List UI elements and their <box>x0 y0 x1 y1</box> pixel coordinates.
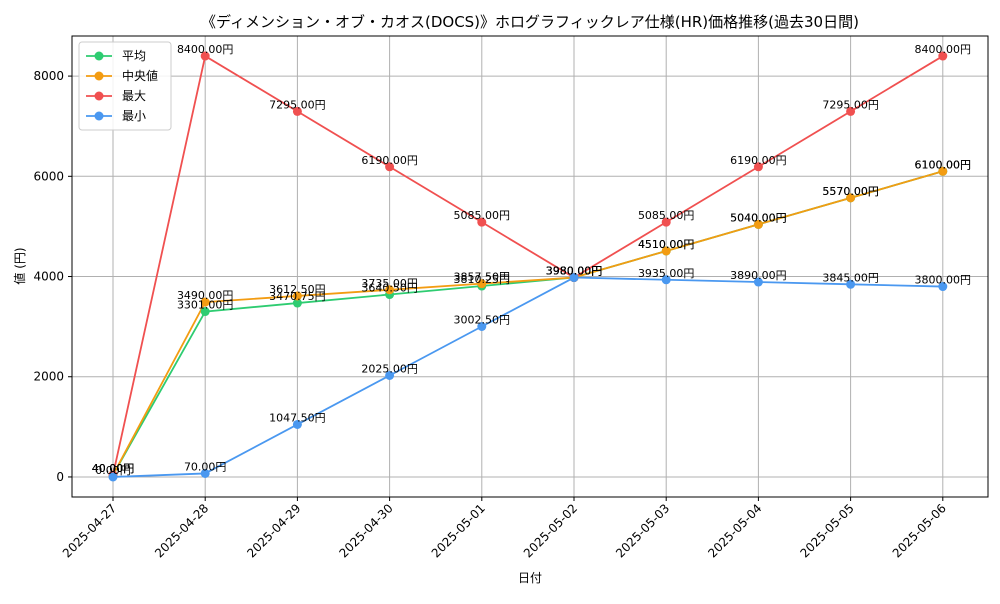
data-label-0: 4510.00円 <box>638 238 695 251</box>
data-label-1: 3612.50円 <box>269 283 326 296</box>
data-point-3 <box>385 370 395 380</box>
data-label-0: 5040.00円 <box>730 211 787 224</box>
data-label-2: 7295.00円 <box>822 98 879 111</box>
data-point-3 <box>292 419 302 429</box>
series-line-2 <box>112 54 944 476</box>
data-point-1 <box>846 193 856 203</box>
data-label-3: 1047.50円 <box>269 411 326 424</box>
data-label-1: 5570.00円 <box>822 185 879 198</box>
data-label-0: 6100.00円 <box>915 158 972 171</box>
data-label-0: 5570.00円 <box>822 185 879 198</box>
data-point-2 <box>938 51 948 61</box>
data-point-3 <box>200 468 210 478</box>
data-point-2 <box>200 51 210 61</box>
data-point-3 <box>661 275 671 285</box>
legend-label: 中央値 <box>122 68 158 83</box>
data-label-2: 8400.00円 <box>177 43 234 56</box>
data-label-3: 3800.00円 <box>915 274 972 287</box>
data-point-1 <box>200 297 210 307</box>
data-label-1: 5040.00円 <box>730 211 787 224</box>
legend-box <box>78 41 172 131</box>
data-label-2: 3980.00円 <box>546 265 603 278</box>
data-label-1: 40.00円 <box>92 462 135 475</box>
data-label-2: 40.00円 <box>92 462 135 475</box>
data-point-0 <box>292 298 302 308</box>
data-label-3: 70.00円 <box>184 460 227 473</box>
data-label-0: 3470.75円 <box>269 290 326 303</box>
y-axis-title: 値 (円) <box>12 247 27 284</box>
data-label-1: 6100.00円 <box>915 158 972 171</box>
data-label-1: 3490.00円 <box>177 289 234 302</box>
plot-frame <box>71 35 989 498</box>
chart-title: 《ディメンション・オブ・カオス(DOCS)》ホログラフィックレア仕様(HR)価格… <box>201 13 859 31</box>
data-point-2 <box>753 162 763 172</box>
data-label-3: 0.00円 <box>95 464 131 477</box>
data-label-1: 3857.50円 <box>454 271 511 284</box>
legend-marker <box>94 111 104 121</box>
data-point-2 <box>292 106 302 116</box>
data-point-3 <box>846 279 856 289</box>
data-point-1 <box>938 166 948 176</box>
series-line-1 <box>112 170 944 476</box>
data-label-1: 4510.00円 <box>638 238 695 251</box>
data-label-3: 3002.50円 <box>454 314 511 327</box>
data-label-0: 3640.50円 <box>361 282 418 295</box>
data-label-group: 40.00円 3301.00円 3470.75円 3640.50円 3810.25円 39… <box>92 43 971 477</box>
data-point-3 <box>938 282 948 292</box>
y-tick-label: 8000 <box>33 69 64 83</box>
x-axis-title: 日付 <box>518 571 542 585</box>
data-label-2: 6190.00円 <box>361 154 418 167</box>
data-label-2: 7295.00円 <box>269 98 326 111</box>
data-point-2 <box>385 162 395 172</box>
y-tick-label: 4000 <box>33 270 64 284</box>
legend-marker <box>94 51 104 61</box>
data-label-0: 3301.00円 <box>177 299 234 312</box>
legend-label: 最大 <box>122 89 146 103</box>
data-point-3 <box>753 277 763 287</box>
data-label-2: 5085.00円 <box>454 209 511 222</box>
data-point-2 <box>477 217 487 227</box>
data-point-1 <box>385 285 395 295</box>
data-label-1: 3980.00円 <box>546 265 603 278</box>
data-label-2: 8400.00円 <box>915 43 972 56</box>
legend-label: 平均 <box>122 49 146 63</box>
data-label-1: 3735.00円 <box>361 277 418 290</box>
data-label-3: 3935.00円 <box>638 267 695 280</box>
y-tick-label: 6000 <box>33 169 64 183</box>
data-point-2 <box>846 106 856 116</box>
y-tick-label: 2000 <box>33 370 64 384</box>
data-point-3 <box>569 273 579 283</box>
series-line-3 <box>112 276 943 478</box>
data-label-0: 3980.00円 <box>546 265 603 278</box>
data-point-2 <box>661 217 671 227</box>
legend-marker <box>94 91 104 101</box>
data-point-0 <box>200 307 210 317</box>
data-label-3: 3980.00円 <box>546 265 603 278</box>
legend-label: 最小 <box>122 109 146 123</box>
legend-marker <box>94 71 104 81</box>
data-point-1 <box>477 279 487 289</box>
data-label-2: 5085.00円 <box>638 209 695 222</box>
data-label-3: 2025.00円 <box>361 362 418 375</box>
data-label-0: 3810.25円 <box>454 273 511 286</box>
data-point-1 <box>753 219 763 229</box>
data-point-1 <box>661 246 671 256</box>
y-tick-label: 0 <box>56 470 64 484</box>
data-point-3 <box>108 472 118 482</box>
series-group <box>108 51 948 482</box>
data-point-1 <box>292 291 302 301</box>
data-label-3: 3845.00円 <box>822 271 879 284</box>
data-point-3 <box>477 322 487 332</box>
data-label-3: 3890.00円 <box>730 269 787 282</box>
data-label-2: 6190.00円 <box>730 154 787 167</box>
data-label-0: 40.00円 <box>92 462 135 475</box>
